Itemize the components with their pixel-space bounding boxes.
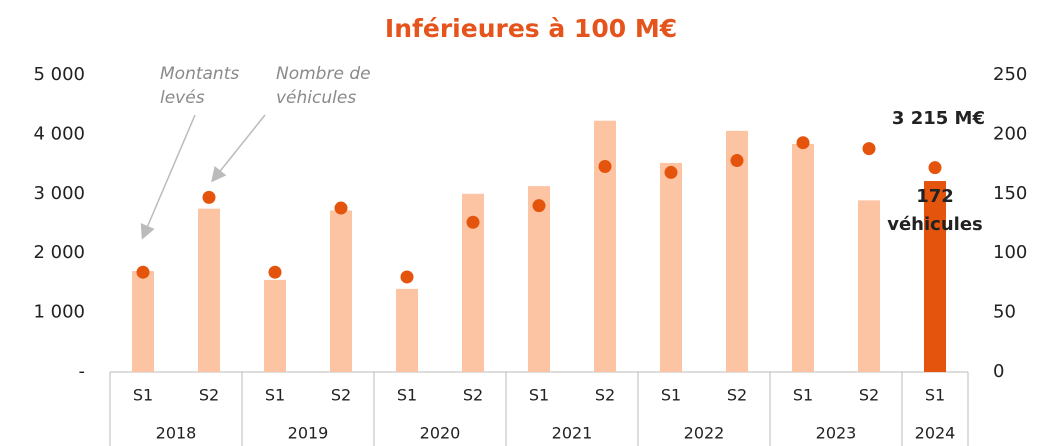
x-tick-label: S2 — [595, 386, 615, 405]
y-tick-label: 1 000 — [33, 302, 85, 323]
x-tick-label: S1 — [661, 386, 681, 405]
bar — [462, 193, 484, 372]
y-tick-label: 3 000 — [33, 183, 85, 204]
dot — [796, 136, 810, 150]
x-tick-label: S1 — [793, 386, 813, 405]
dot — [928, 161, 942, 175]
annotation-arrow — [140, 114, 196, 240]
y2-tick-label: 100 — [993, 242, 1027, 263]
bar — [528, 186, 550, 372]
dot — [664, 165, 678, 179]
value-label: 3 215 M€ — [892, 108, 985, 129]
group-label: 2023 — [816, 424, 857, 443]
y-tick-label: - — [79, 361, 86, 382]
annotation-arrow — [211, 114, 266, 183]
bar — [198, 208, 220, 372]
bar — [396, 288, 418, 372]
dot — [598, 159, 612, 173]
bar — [858, 200, 880, 372]
annotation: Nombre de véhicules — [276, 64, 371, 108]
y2-tick-label: 150 — [993, 183, 1027, 204]
bar — [594, 120, 616, 372]
group-label: 2018 — [156, 424, 197, 443]
x-tick-label: S1 — [925, 386, 945, 405]
dot — [532, 199, 546, 213]
bar — [726, 130, 748, 372]
x-tick-label: S1 — [133, 386, 153, 405]
bar — [132, 271, 154, 372]
y2-tick-label: 200 — [993, 123, 1027, 144]
dot — [400, 270, 414, 284]
bar — [792, 143, 814, 372]
group-label: 2020 — [420, 424, 461, 443]
value-label: 172 véhicules — [887, 185, 983, 235]
x-tick-label: S1 — [397, 386, 417, 405]
x-tick-label: S2 — [859, 386, 879, 405]
dot — [136, 265, 150, 279]
x-tick-label: S2 — [727, 386, 747, 405]
chart-title: Inférieures à 100 M€ — [385, 14, 677, 43]
dot — [268, 265, 282, 279]
y-tick-label: 4 000 — [33, 123, 85, 144]
y2-tick-label: 50 — [993, 302, 1016, 323]
group-label: 2024 — [915, 424, 956, 443]
group-label: 2019 — [288, 424, 329, 443]
y2-tick-label: 0 — [993, 361, 1004, 382]
dot — [730, 154, 744, 168]
bar — [264, 279, 286, 372]
y2-tick-label: 250 — [993, 64, 1027, 85]
y-tick-label: 2 000 — [33, 242, 85, 263]
dot — [862, 142, 876, 156]
group-label: 2022 — [684, 424, 725, 443]
x-tick-label: S2 — [463, 386, 483, 405]
dot — [334, 201, 348, 215]
annotation: Montants levés — [160, 64, 240, 108]
dot — [466, 215, 480, 229]
dot — [202, 190, 216, 204]
y-tick-label: 5 000 — [33, 64, 85, 85]
x-tick-label: S1 — [529, 386, 549, 405]
group-label: 2021 — [552, 424, 593, 443]
bar — [924, 181, 946, 372]
x-tick-label: S1 — [265, 386, 285, 405]
x-tick-label: S2 — [199, 386, 219, 405]
x-tick-label: S2 — [331, 386, 351, 405]
bar — [330, 210, 352, 372]
bar — [660, 162, 682, 372]
